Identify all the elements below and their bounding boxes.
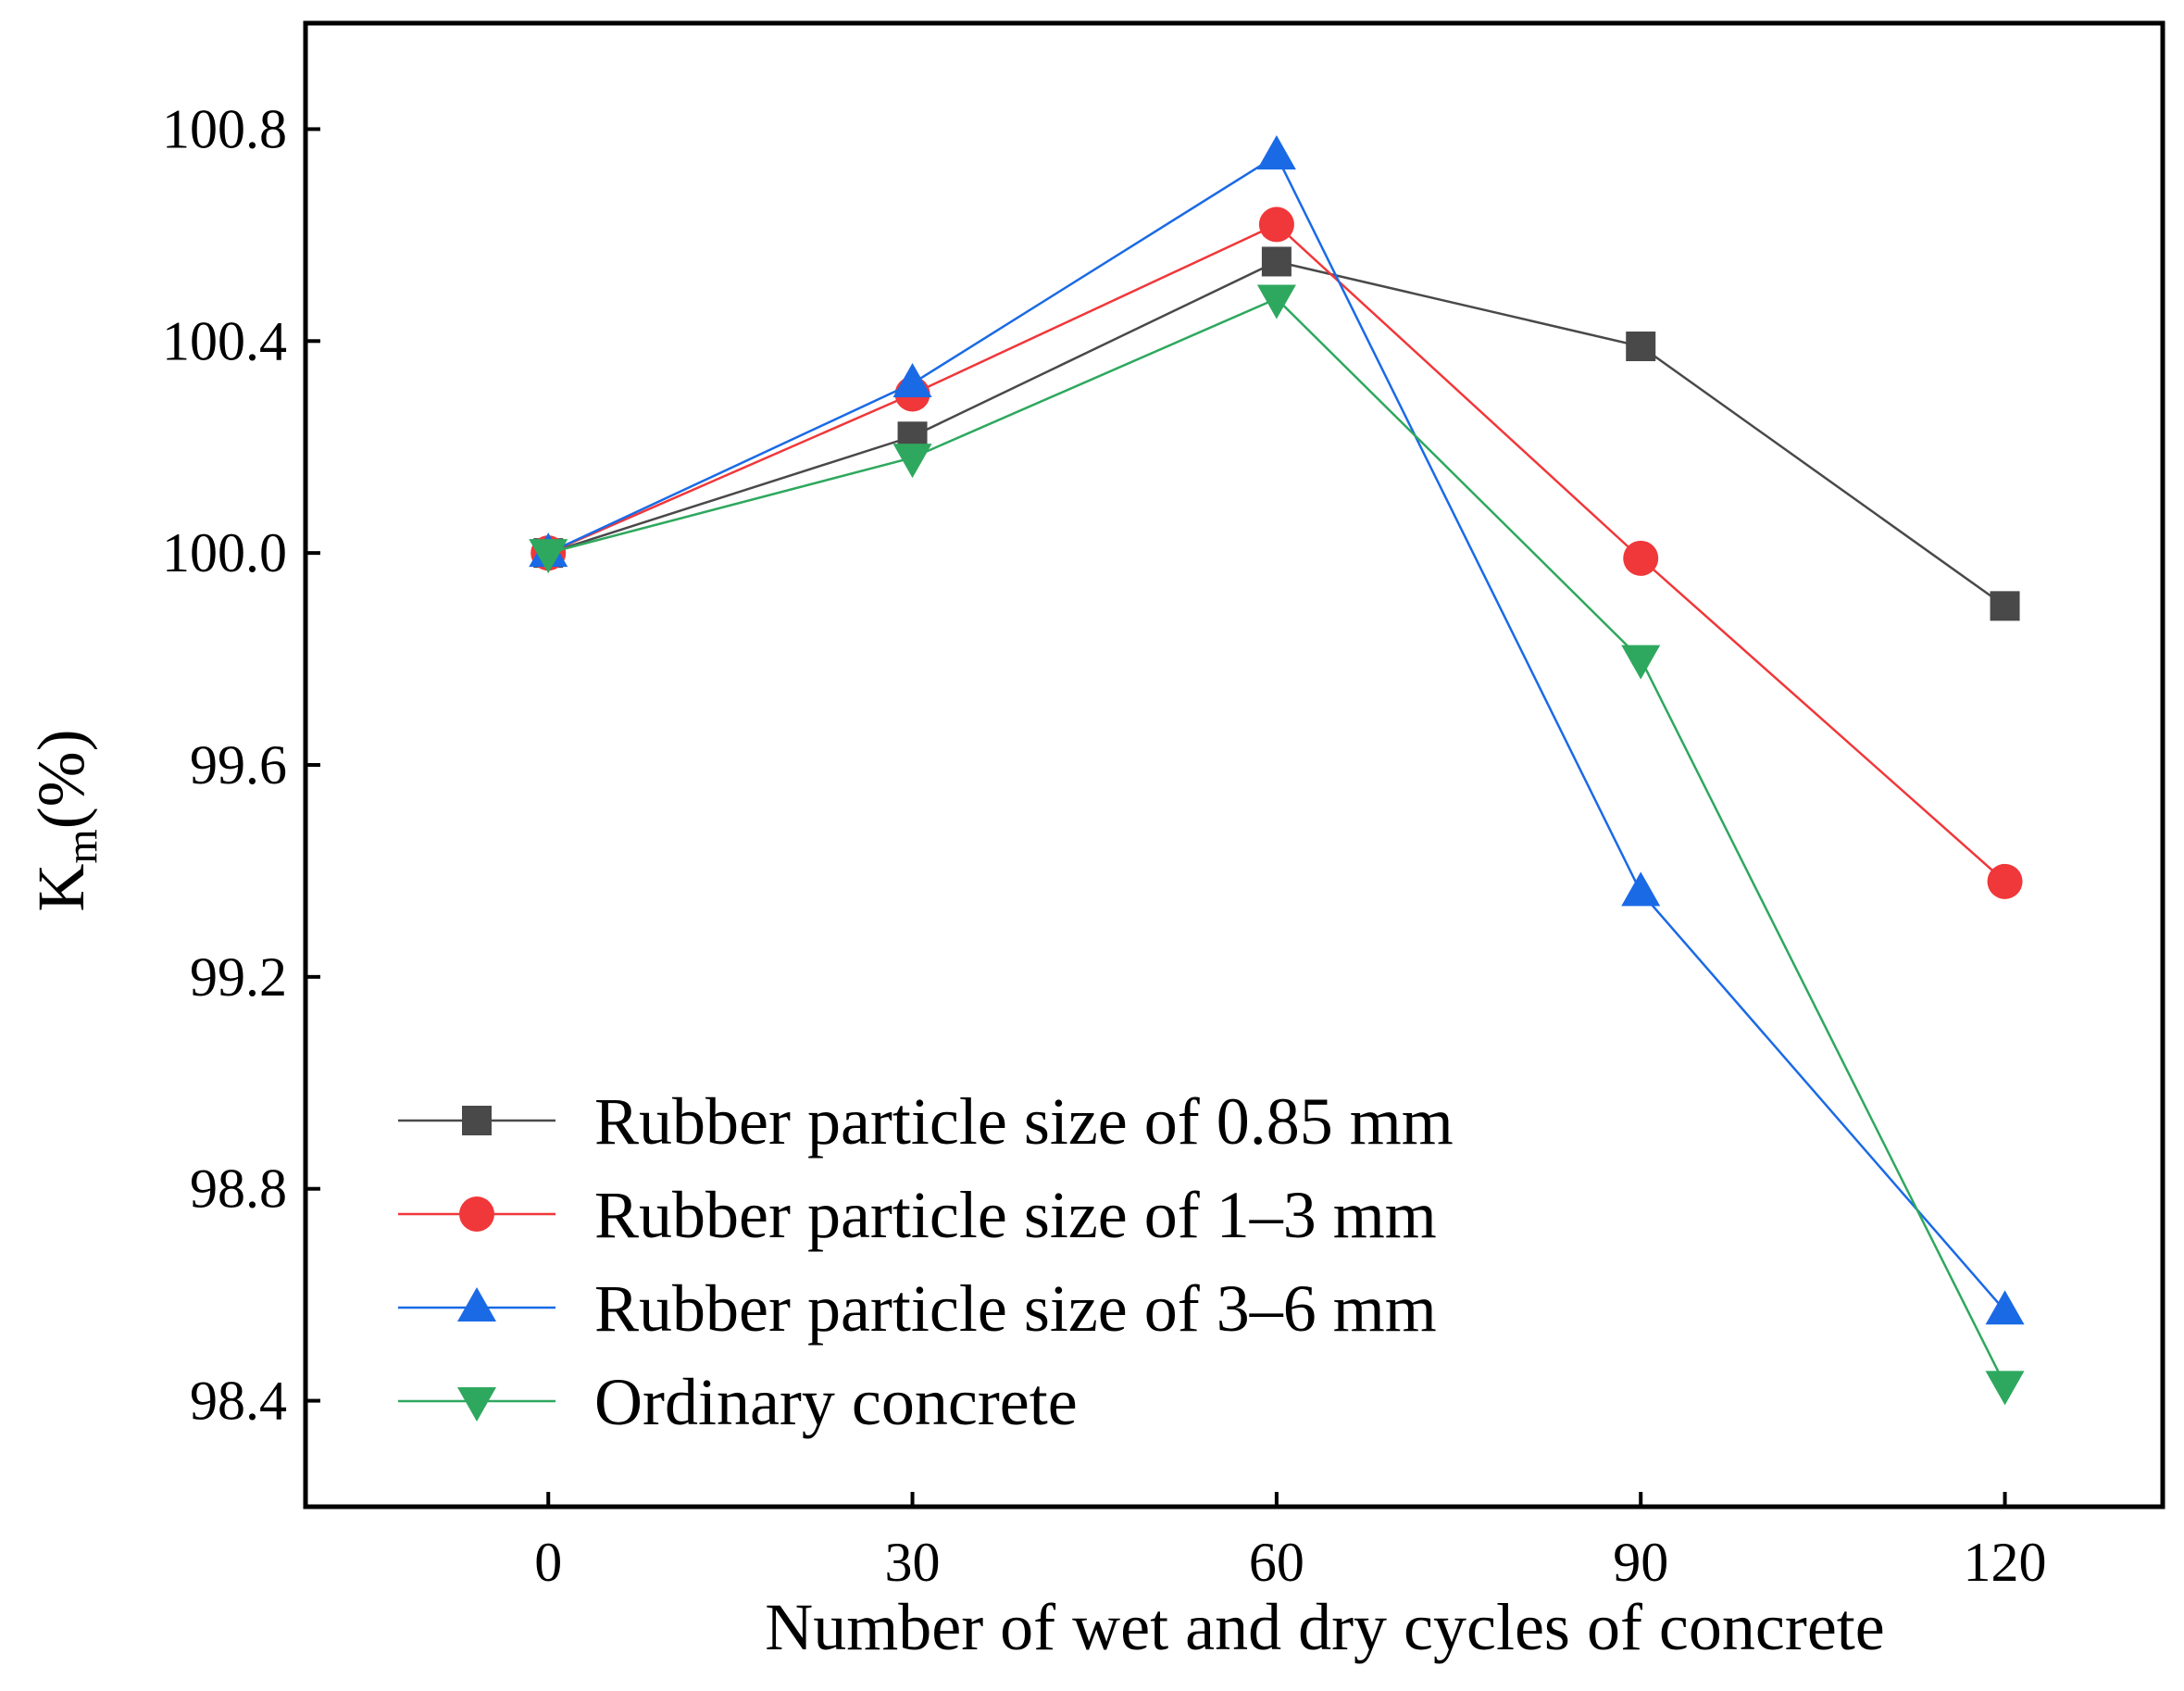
legend-marker — [462, 1106, 492, 1135]
data-point — [1990, 591, 2020, 621]
data-point — [1261, 246, 1292, 277]
legend-marker — [459, 1196, 494, 1232]
series-0 — [533, 246, 2020, 621]
y-tick-label: 98.4 — [190, 1371, 287, 1432]
data-point — [1626, 332, 1656, 362]
legend-marker — [457, 1287, 496, 1321]
legend-label: Rubber particle size of 1–3 mm — [594, 1178, 1437, 1252]
data-point — [892, 444, 932, 479]
x-tick-label: 30 — [885, 1532, 941, 1593]
y-tick-label: 100.0 — [162, 522, 287, 583]
data-point — [1258, 207, 1294, 243]
data-point — [1621, 645, 1661, 680]
series-3 — [529, 284, 2025, 1406]
axis-ticks — [306, 127, 2007, 1507]
y-axis-title-main: K — [24, 864, 98, 912]
legend-item: Rubber particle size of 0.85 mm — [398, 1084, 1454, 1159]
data-point — [1623, 540, 1659, 576]
x-axis-title: Number of wet and dry cycles of concrete — [765, 1590, 1884, 1664]
data-point — [892, 363, 932, 398]
y-axis-title-suffix: (%) — [24, 729, 98, 829]
legend-label: Ordinary concrete — [594, 1365, 1078, 1439]
y-axis-title: Km(%) — [24, 729, 106, 911]
data-point — [1985, 1371, 2025, 1406]
data-point — [1987, 863, 2023, 899]
y-tick-label: 99.6 — [190, 734, 287, 795]
y-tick-label: 98.8 — [190, 1159, 287, 1220]
data-point — [1985, 1290, 2025, 1325]
series-layer — [529, 135, 2025, 1406]
y-tick-label: 100.8 — [162, 98, 287, 159]
data-point — [1621, 871, 1661, 907]
data-point — [1256, 284, 1296, 319]
legend-label: Rubber particle size of 3–6 mm — [594, 1271, 1437, 1346]
legend-marker — [457, 1387, 496, 1422]
data-point — [1256, 135, 1296, 170]
legend-item: Rubber particle size of 3–6 mm — [398, 1271, 1437, 1346]
y-tick-label: 99.2 — [190, 946, 287, 1008]
legend-label: Rubber particle size of 0.85 mm — [594, 1084, 1454, 1159]
axis-tick-labels: 98.4 98.8 99.2 99.6 100.0 100.4 100.8 0 30 60 90 12… — [162, 98, 2047, 1593]
data-point — [529, 539, 568, 574]
legend: Rubber particle size of 0.85 mm Rubber pa… — [398, 1084, 1454, 1439]
y-axis-title-subscript: m — [57, 829, 106, 863]
x-tick-label: 60 — [1249, 1532, 1304, 1593]
legend-item: Rubber particle size of 1–3 mm — [398, 1178, 1437, 1252]
x-tick-label: 0 — [534, 1532, 562, 1593]
y-tick-label: 100.4 — [162, 310, 287, 371]
x-tick-label: 120 — [1964, 1532, 2047, 1593]
x-tick-label: 90 — [1613, 1532, 1668, 1593]
legend-item: Ordinary concrete — [398, 1365, 1078, 1439]
